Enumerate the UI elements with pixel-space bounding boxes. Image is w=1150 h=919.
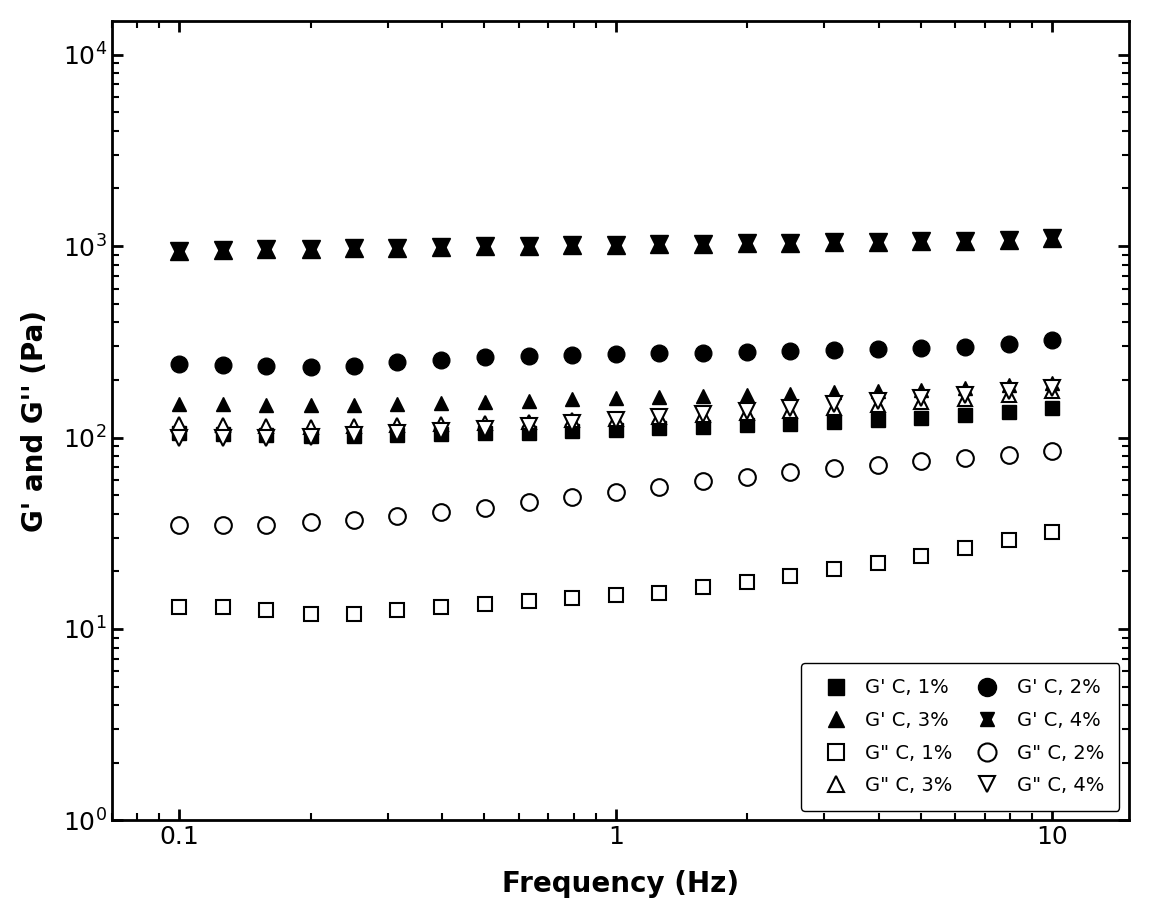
X-axis label: Frequency (Hz): Frequency (Hz) bbox=[501, 870, 739, 898]
Legend: G' C, 1%, G' C, 3%, G" C, 1%, G" C, 3%, G' C, 2%, G' C, 4%, G" C, 2%, G" C, 4%: G' C, 1%, G' C, 3%, G" C, 1%, G" C, 3%, … bbox=[800, 663, 1119, 811]
Y-axis label: G' and G'' (Pa): G' and G'' (Pa) bbox=[21, 310, 48, 532]
